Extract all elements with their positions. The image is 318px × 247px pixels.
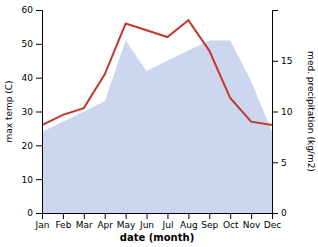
- axis-line: [36, 11, 43, 214]
- y2-tick-mark: [272, 162, 278, 163]
- y-tick-mark: [36, 145, 42, 146]
- x-tick-mark: [126, 213, 127, 219]
- y-tick: 0: [27, 208, 42, 218]
- x-tick: Sep: [201, 213, 218, 230]
- y-tick-label: 40: [22, 73, 34, 83]
- x-tick-mark: [147, 213, 148, 219]
- x-tick-label: May: [117, 220, 136, 230]
- x-tick: Aug: [180, 213, 198, 230]
- x-tick-mark: [167, 213, 168, 219]
- axis-line: [273, 11, 279, 214]
- axis-line: [43, 214, 273, 220]
- x-axis: Jan Feb Mar Apr MayJun Jul AugSep Oct NovDec: [35, 213, 282, 230]
- x-tick-label: Aug: [180, 220, 198, 230]
- y2-tick-mark: [272, 61, 278, 62]
- y2-tick: 0: [272, 208, 287, 218]
- x-tick: Mar: [76, 213, 93, 230]
- y2-tick: 10: [272, 107, 293, 117]
- y-tick-label: 20: [22, 141, 34, 151]
- x-tick: Jun: [139, 213, 154, 230]
- x-tick-label: Feb: [55, 220, 71, 230]
- y-tick-label: 10: [22, 175, 34, 185]
- y-tick: 40: [22, 73, 42, 83]
- y-axis-title: max temp (C): [4, 80, 14, 142]
- x-tick-mark: [230, 213, 231, 219]
- x-tick-label: Apr: [97, 220, 113, 230]
- x-tick-label: Oct: [223, 220, 239, 230]
- y-tick-mark: [36, 78, 42, 79]
- y2-tick: 5: [272, 158, 287, 168]
- y-tick: 10: [22, 175, 42, 185]
- y-tick-mark: [36, 44, 42, 45]
- plot: JanFebMarAprMayJunJulAugSepOctNovDec0102…: [22, 5, 293, 230]
- x-tick-label: Jul: [162, 220, 174, 230]
- x-tick: Apr: [97, 213, 113, 230]
- x-tick: Jul: [162, 213, 174, 230]
- chart: JanFebMarAprMayJunJulAugSepOctNovDec0102…: [0, 0, 318, 247]
- line: [42, 20, 272, 125]
- x-tick-label: Nov: [243, 220, 261, 230]
- x-tick: Oct: [223, 213, 239, 230]
- x-tick-label: Jan: [35, 220, 50, 230]
- y2-tick-mark: [272, 213, 278, 214]
- y2-tick-mark: [272, 112, 278, 113]
- x-tick-label: Dec: [264, 220, 281, 230]
- x-tick: Dec: [264, 213, 281, 230]
- y-tick: 60: [22, 5, 42, 15]
- y2-tick-label: 10: [281, 107, 293, 117]
- y-tick-mark: [36, 112, 42, 113]
- y2-axis-title: med. precipitation (kg/m2): [306, 51, 316, 172]
- y-axis: 0 10 20 30 40 50 60: [22, 5, 43, 218]
- x-tick-label: Sep: [201, 220, 218, 230]
- x-tick: Nov: [243, 213, 261, 230]
- y2-tick-label: 0: [281, 208, 287, 218]
- x-tick-label: Mar: [76, 220, 93, 230]
- y-tick-label: 0: [27, 208, 33, 218]
- x-tick-label: Jun: [139, 220, 154, 230]
- x-tick-mark: [84, 213, 85, 219]
- marks: [42, 20, 272, 213]
- y2-tick-label: 5: [281, 158, 287, 168]
- y-tick-mark: [36, 10, 42, 11]
- area: [42, 40, 272, 213]
- x-axis-title: date (month): [120, 232, 194, 243]
- x-tick-mark: [63, 213, 64, 219]
- y-tick: 30: [22, 107, 42, 117]
- y-tick-mark: [36, 179, 42, 180]
- x-tick: Jan: [35, 213, 50, 230]
- x-tick-mark: [105, 213, 106, 219]
- y-tick-label: 30: [22, 107, 34, 117]
- x-tick-mark: [209, 213, 210, 219]
- x-tick-mark: [188, 213, 189, 219]
- y-tick-label: 50: [22, 39, 34, 49]
- y-tick: 20: [22, 141, 42, 151]
- y-tick-label: 60: [22, 5, 34, 15]
- y2-axis: 0 5 10 15: [272, 11, 293, 219]
- x-tick: May: [117, 213, 136, 230]
- x-tick: Feb: [55, 213, 71, 230]
- y2-tick: 15: [272, 56, 292, 66]
- x-tick-mark: [251, 213, 252, 219]
- y-tick-mark: [36, 213, 42, 214]
- y-tick: 50: [22, 39, 42, 49]
- y2-tick-label: 15: [281, 56, 292, 66]
